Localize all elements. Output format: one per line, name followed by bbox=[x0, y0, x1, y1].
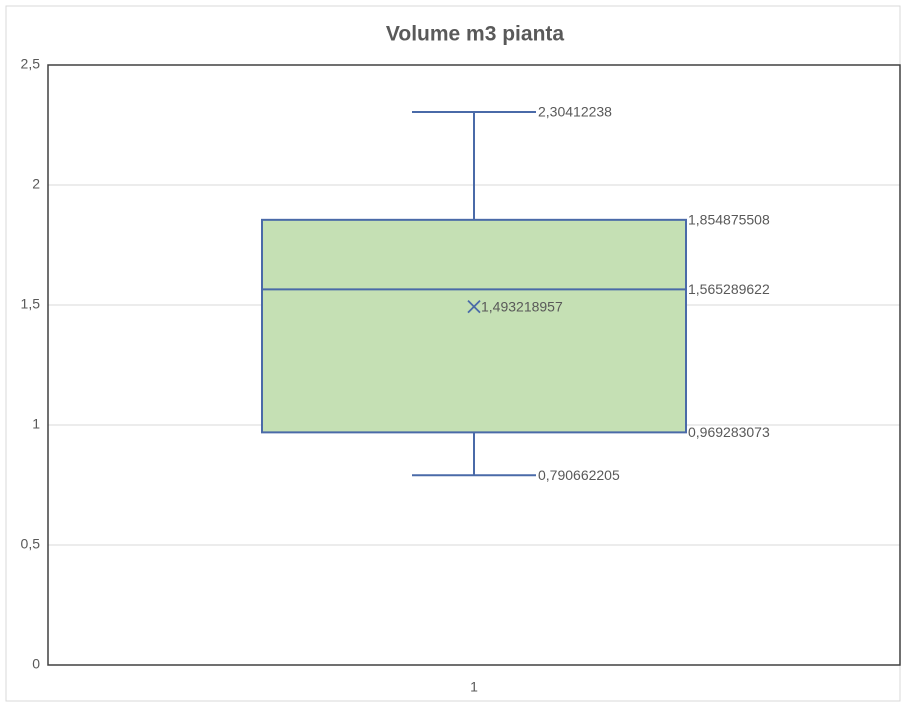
y-tick-label: 2 bbox=[32, 176, 40, 192]
data-label: 0,790662205 bbox=[538, 467, 620, 483]
data-label: 1,565289622 bbox=[688, 281, 770, 297]
mean-marker bbox=[467, 299, 481, 314]
y-tick-label: 1,5 bbox=[21, 296, 41, 312]
plot-border bbox=[47, 64, 901, 666]
data-label: 0,969283073 bbox=[688, 424, 770, 440]
mean-marker-stroke bbox=[467, 299, 481, 314]
y-tick-label: 1 bbox=[32, 416, 40, 432]
y-tick-label: 0,5 bbox=[21, 536, 41, 552]
data-label: 1,493218957 bbox=[481, 298, 563, 314]
chart-title: Volume m3 pianta bbox=[386, 23, 564, 46]
data-label: 2,30412238 bbox=[538, 104, 612, 120]
box bbox=[261, 218, 687, 434]
y-tick-label: 2,5 bbox=[21, 56, 41, 72]
y-tick-label: 0 bbox=[32, 656, 40, 672]
data-label: 1,854875508 bbox=[688, 212, 770, 228]
x-tick-label: 1 bbox=[470, 679, 478, 695]
